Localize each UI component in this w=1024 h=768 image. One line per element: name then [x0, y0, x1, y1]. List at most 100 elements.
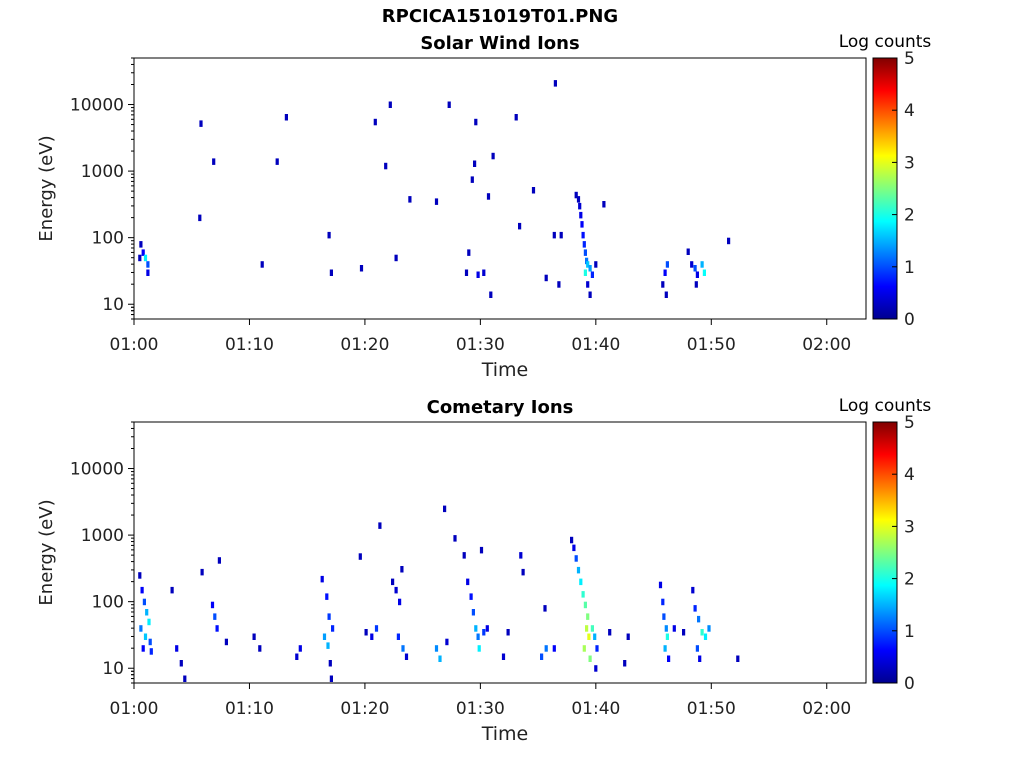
- data-cell: [586, 613, 590, 620]
- data-cell: [438, 655, 442, 662]
- data-cell: [663, 645, 667, 652]
- data-cell: [210, 601, 215, 609]
- data-cell: [146, 269, 150, 276]
- y-tick-label: 1000: [81, 526, 124, 546]
- x-tick-label: 01:10: [225, 699, 274, 719]
- data-cell: [331, 625, 335, 632]
- data-cell: [252, 633, 256, 640]
- data-cell: [320, 575, 324, 583]
- data-cell: [574, 191, 578, 199]
- data-cell: [588, 265, 592, 272]
- colorbar-tick-label: 4: [904, 465, 915, 485]
- data-cell: [578, 202, 582, 210]
- data-cell: [479, 546, 484, 554]
- data-cell: [215, 625, 219, 632]
- data-cell: [695, 271, 699, 278]
- data-cell: [477, 645, 481, 652]
- data-cell: [702, 269, 706, 276]
- data-cell: [576, 196, 581, 203]
- data-cell: [364, 629, 368, 636]
- data-cell: [394, 254, 398, 262]
- data-cell: [579, 211, 583, 219]
- data-cell: [690, 261, 694, 268]
- data-cell: [581, 231, 585, 239]
- data-cell: [200, 568, 204, 576]
- x-tick-label: 01:20: [340, 699, 389, 719]
- data-cell: [663, 269, 667, 276]
- data-cell: [544, 645, 548, 652]
- data-cell: [260, 261, 264, 268]
- colorbar-tick-label: 0: [904, 674, 915, 694]
- data-cell: [694, 281, 698, 288]
- data-cell: [391, 578, 395, 586]
- data-cell: [693, 265, 697, 272]
- data-cell: [736, 655, 740, 662]
- data-cell: [149, 648, 153, 655]
- data-cell: [695, 645, 699, 652]
- data-cell: [462, 552, 466, 559]
- data-cell: [464, 269, 469, 276]
- data-cell: [434, 645, 439, 652]
- data-cell: [485, 625, 489, 632]
- x-tick-label: 02:00: [802, 335, 851, 355]
- data-cell: [514, 114, 518, 121]
- data-cell: [470, 176, 474, 183]
- data-cell: [576, 566, 581, 574]
- x-tick-label: 01:50: [687, 335, 736, 355]
- data-cell: [588, 291, 592, 298]
- data-cell: [703, 633, 708, 640]
- data-cell: [581, 591, 585, 598]
- data-cell: [572, 544, 576, 552]
- data-cell: [143, 254, 148, 262]
- data-cell: [664, 291, 668, 298]
- data-cell: [582, 241, 586, 248]
- data-cell: [384, 162, 388, 170]
- data-cell: [587, 633, 591, 640]
- colorbar: [872, 421, 898, 684]
- data-cell: [394, 586, 398, 594]
- data-cell: [672, 625, 676, 632]
- colorbar: [872, 57, 898, 320]
- data-cell: [583, 249, 587, 256]
- data-cell: [553, 80, 557, 87]
- data-cell: [170, 586, 174, 594]
- data-cell: [374, 625, 379, 632]
- data-cell: [327, 613, 331, 620]
- data-cell: [358, 553, 362, 560]
- data-cell: [602, 201, 606, 208]
- data-cell: [275, 158, 279, 165]
- data-cell: [140, 586, 144, 594]
- data-cell: [727, 237, 731, 245]
- data-cell: [664, 625, 668, 632]
- data-cell: [473, 160, 477, 167]
- data-cell: [543, 605, 547, 612]
- colorbar-tick-label: 0: [904, 310, 915, 330]
- y-tick-label: 1000: [81, 162, 124, 182]
- x-tick-label: 01:40: [571, 699, 620, 719]
- data-cell: [469, 593, 473, 600]
- data-cell: [559, 231, 563, 239]
- data-cell: [329, 269, 333, 276]
- data-cell: [661, 598, 665, 606]
- panel-title: Cometary Ions: [427, 397, 574, 418]
- data-cell: [370, 633, 374, 640]
- data-cell: [594, 261, 598, 268]
- data-cell: [175, 645, 179, 652]
- data-cell: [521, 568, 525, 576]
- colorbar-tick-label: 1: [904, 622, 915, 642]
- data-cell: [474, 625, 478, 632]
- data-cell: [388, 101, 392, 108]
- data-cell: [396, 633, 400, 640]
- data-cell: [594, 665, 598, 672]
- data-cell: [258, 645, 262, 652]
- colorbar-tick-label: 5: [904, 413, 915, 433]
- data-cell: [486, 193, 491, 200]
- data-cell: [519, 552, 523, 559]
- data-cell: [491, 152, 495, 160]
- data-cell: [574, 555, 578, 562]
- data-cell: [700, 629, 704, 636]
- figure-title: RPCICA151019T01.PNG: [381, 6, 619, 27]
- data-cell: [434, 198, 439, 205]
